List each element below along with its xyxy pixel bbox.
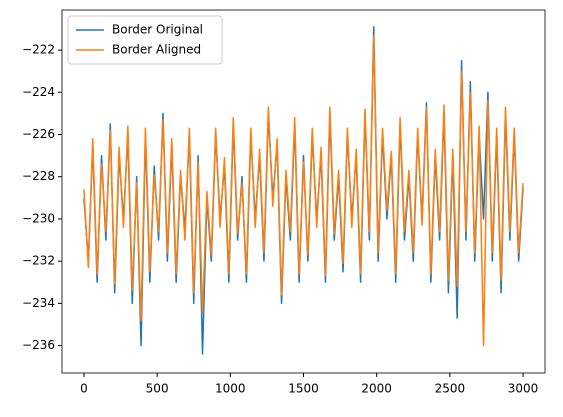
plot-frame bbox=[61, 9, 546, 374]
legend-label: Border Original bbox=[112, 23, 203, 37]
y-tick-label: −226 bbox=[22, 127, 55, 141]
x-tick-label: 0 bbox=[80, 382, 88, 396]
y-tick-label: −230 bbox=[22, 211, 55, 225]
y-tick-label: −232 bbox=[22, 254, 55, 268]
x-tick-label: 2500 bbox=[435, 382, 466, 396]
x-tick-label: 500 bbox=[146, 382, 169, 396]
legend-box bbox=[67, 15, 223, 65]
y-tick-label: −234 bbox=[22, 296, 55, 310]
x-tick-label: 2000 bbox=[361, 382, 392, 396]
x-tick-label: 1500 bbox=[288, 382, 319, 396]
y-tick-label: −222 bbox=[22, 43, 55, 57]
y-tick-label: −224 bbox=[22, 85, 55, 99]
y-tick-label: −228 bbox=[22, 169, 55, 183]
legend-label: Border Aligned bbox=[112, 43, 201, 57]
y-tick-label: −236 bbox=[22, 338, 55, 352]
x-tick-label: 3000 bbox=[508, 382, 539, 396]
x-tick-label: 1000 bbox=[215, 382, 246, 396]
series-line bbox=[83, 34, 524, 347]
